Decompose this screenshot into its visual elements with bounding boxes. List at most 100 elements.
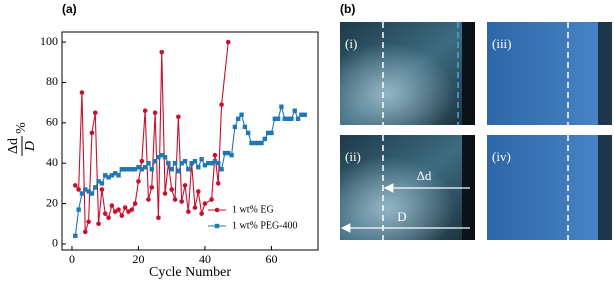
point bbox=[76, 207, 81, 212]
point bbox=[156, 215, 161, 221]
point bbox=[176, 114, 181, 120]
point bbox=[116, 207, 121, 212]
point bbox=[142, 165, 148, 170]
point bbox=[179, 161, 184, 166]
point bbox=[252, 140, 258, 146]
point bbox=[86, 219, 91, 225]
point bbox=[152, 110, 158, 116]
point bbox=[182, 183, 188, 188]
panel-label: (b) bbox=[340, 2, 355, 16]
point bbox=[282, 116, 287, 121]
point bbox=[119, 167, 125, 172]
point bbox=[219, 102, 224, 107]
point bbox=[289, 116, 294, 121]
image-label: (iv) bbox=[492, 149, 511, 164]
point bbox=[302, 112, 307, 117]
image-label: (ii) bbox=[345, 149, 361, 164]
point bbox=[229, 152, 234, 158]
point bbox=[242, 124, 248, 130]
point bbox=[182, 158, 188, 164]
point bbox=[269, 130, 274, 136]
point bbox=[139, 158, 145, 164]
point bbox=[76, 187, 81, 192]
image-label: (iii) bbox=[492, 36, 512, 51]
point bbox=[132, 201, 138, 206]
point bbox=[255, 140, 261, 146]
point bbox=[129, 207, 135, 212]
x-tick-label: 40 bbox=[199, 252, 211, 266]
y-tick-label: 20 bbox=[46, 195, 58, 209]
point bbox=[176, 169, 181, 174]
point bbox=[122, 205, 128, 210]
point bbox=[106, 175, 111, 180]
point bbox=[272, 116, 277, 121]
point bbox=[172, 197, 178, 202]
y-label-numerator: Δd bbox=[6, 138, 21, 154]
y-tick-label: 100 bbox=[40, 34, 58, 48]
point bbox=[196, 165, 201, 170]
point bbox=[292, 108, 297, 113]
point bbox=[129, 167, 135, 172]
point bbox=[112, 209, 118, 214]
y-tick-label: 80 bbox=[46, 74, 58, 88]
point bbox=[72, 183, 78, 188]
point bbox=[239, 112, 244, 117]
arrow-label: Δd bbox=[417, 168, 432, 183]
photo-iv bbox=[487, 135, 612, 240]
point bbox=[169, 167, 174, 172]
point bbox=[206, 161, 211, 166]
point bbox=[83, 187, 88, 192]
point bbox=[136, 179, 141, 184]
point bbox=[215, 181, 221, 186]
legend-label: 1 wt% EG bbox=[232, 204, 274, 215]
point bbox=[212, 152, 218, 158]
point bbox=[209, 197, 214, 202]
y-label-denominator: D bbox=[23, 141, 38, 152]
point bbox=[219, 167, 224, 172]
point bbox=[116, 173, 121, 178]
point bbox=[196, 189, 201, 194]
x-tick-label: 60 bbox=[265, 252, 277, 266]
point bbox=[109, 173, 115, 178]
point bbox=[99, 181, 105, 186]
point bbox=[192, 158, 198, 164]
point bbox=[89, 130, 95, 136]
point bbox=[122, 167, 128, 172]
point bbox=[146, 197, 151, 202]
point bbox=[152, 158, 158, 164]
point bbox=[295, 116, 301, 121]
point bbox=[126, 209, 131, 214]
point bbox=[109, 203, 115, 208]
point bbox=[149, 167, 154, 172]
x-axis-label: Cycle Number bbox=[149, 265, 231, 280]
point bbox=[156, 154, 161, 160]
y-tick-label: 40 bbox=[46, 155, 58, 169]
point bbox=[86, 189, 91, 194]
point bbox=[142, 108, 148, 114]
point bbox=[73, 233, 78, 239]
y-label-suffix: % bbox=[14, 122, 29, 134]
point bbox=[92, 110, 98, 116]
photo-iii bbox=[487, 22, 612, 125]
point bbox=[265, 130, 271, 136]
point bbox=[159, 49, 165, 55]
point bbox=[212, 158, 218, 164]
point bbox=[102, 211, 108, 216]
point bbox=[119, 213, 125, 218]
point bbox=[232, 124, 238, 130]
plot-frame bbox=[61, 31, 319, 251]
point bbox=[186, 209, 191, 214]
point bbox=[249, 140, 254, 146]
point bbox=[189, 161, 194, 166]
point bbox=[216, 161, 221, 166]
point bbox=[112, 171, 118, 176]
point bbox=[136, 165, 141, 170]
point bbox=[99, 187, 105, 192]
y-tick-label: 60 bbox=[46, 115, 58, 129]
point bbox=[96, 179, 101, 184]
point bbox=[192, 205, 198, 210]
y-tick-label: 0 bbox=[52, 236, 58, 250]
photo-i bbox=[340, 22, 475, 125]
point bbox=[149, 185, 155, 190]
